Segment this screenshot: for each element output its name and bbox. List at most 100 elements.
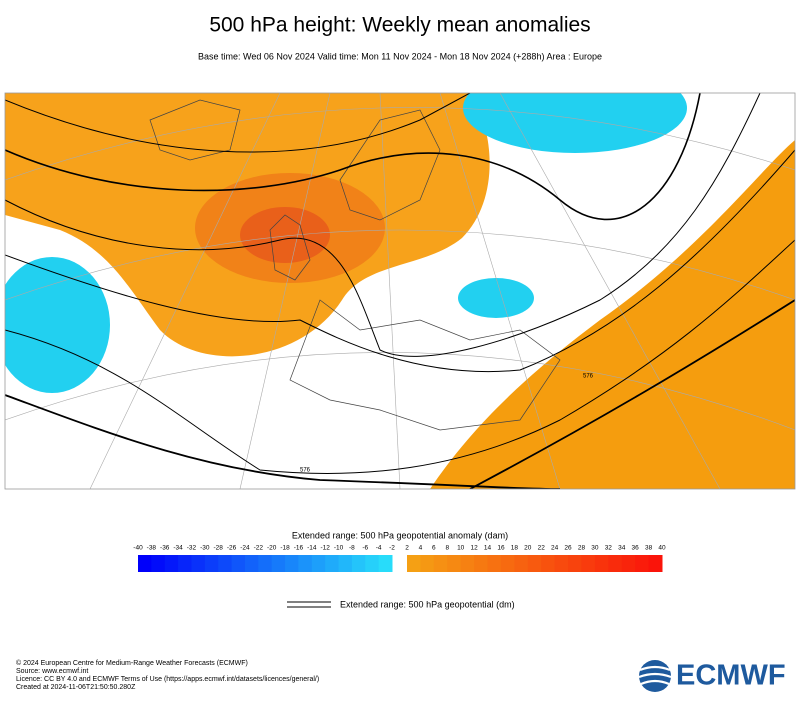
colorbar-tick-label: -22 (254, 545, 264, 552)
colorbar-tick-label: -40 (133, 545, 143, 552)
colorbar-segment (351, 555, 366, 572)
colorbar-tick-label: 30 (591, 545, 599, 552)
colorbar-tick-label: -10 (334, 545, 344, 552)
colorbar-tick-label: -8 (349, 545, 355, 552)
legend-label: Extended range: 500 hPa geopotential (dm… (340, 599, 515, 609)
colorbar-segment (433, 555, 448, 572)
colorbar-segment (407, 555, 421, 572)
colorbar-tick-label: 24 (551, 545, 559, 552)
colorbar-tick-label: -30 (200, 545, 210, 552)
footer-line: Source: www.ecmwf.int (16, 668, 88, 675)
colorbar-tick-label: 2 (405, 545, 409, 552)
colorbar-tick-label: 40 (658, 545, 666, 552)
coastlines (149, 99, 561, 431)
colorbar-tick-label: 14 (484, 545, 492, 552)
colorbar-tick-label: -18 (280, 545, 290, 552)
colorbar-segment (608, 555, 623, 572)
colorbar-tick-label: 36 (632, 545, 640, 552)
colorbar-segment (541, 555, 556, 572)
negative-anomaly (458, 278, 534, 318)
colorbar-tick-label: 32 (605, 545, 613, 552)
colorbar-tick-label: -26 (227, 545, 237, 552)
colorbar-segment (581, 555, 596, 572)
colorbar-segment (138, 555, 152, 572)
colorbar-segment (311, 555, 326, 572)
colorbar-segment (285, 555, 299, 572)
colorbar-segment (231, 555, 246, 572)
colorbar-tick-label: 22 (538, 545, 546, 552)
contour-label: 576 (583, 374, 594, 380)
colorbar-segment (325, 555, 340, 572)
colorbar-segment (298, 555, 313, 572)
colorbar-segment (151, 555, 166, 572)
colorbar-tick-label: 20 (524, 545, 532, 552)
colorbar-tick-label: 8 (445, 545, 449, 552)
colorbar-segment (594, 555, 609, 572)
colorbar-tick-label: -6 (362, 545, 368, 552)
footer-line: © 2024 European Centre for Medium-Range … (16, 659, 248, 667)
colorbar-segment (500, 555, 515, 572)
colorbar-tick-label: 28 (578, 545, 586, 552)
colorbar-tick-label: 16 (497, 545, 505, 552)
colorbar-tick-label: 6 (432, 545, 436, 552)
colorbar-tick-label: -2 (389, 545, 395, 552)
colorbar-tick-label: -24 (240, 545, 250, 552)
colorbar-segment (218, 555, 233, 572)
colorbar-segment (191, 555, 206, 572)
footer-line: Licence: CC BY 4.0 and ECMWF Terms of Us… (16, 676, 319, 683)
colorbar-segment (527, 555, 542, 572)
colorbar-segment (420, 555, 435, 572)
colorbar-tick-label: -12 (320, 545, 330, 552)
colorbar-tick-label: 10 (457, 545, 465, 552)
colorbar-segment (635, 555, 650, 572)
colorbar-segment (258, 555, 273, 572)
negative-anomaly (463, 93, 687, 153)
colorbar-tick-label: 34 (618, 545, 626, 552)
colorbar-segment (178, 555, 192, 572)
map: 576 576 (5, 93, 795, 489)
footer-line: Created at 2024-11-06T21:50:50.280Z (16, 684, 136, 691)
colorbar-tick-label: -20 (267, 545, 277, 552)
colorbar-segment (204, 555, 219, 572)
colorbar-segment (621, 555, 636, 572)
colorbar-segment (568, 555, 582, 572)
colorbar-segment (487, 555, 502, 572)
colorbar-title: Extended range: 500 hPa geopotential ano… (292, 530, 508, 540)
colorbar-tick-label: 12 (470, 545, 478, 552)
positive-anomaly-core (240, 207, 330, 263)
positive-anomaly (430, 140, 795, 489)
colorbar-tick-label: 18 (511, 545, 519, 552)
colorbar-segment (514, 555, 529, 572)
colorbar-tick-label: 4 (419, 545, 423, 552)
colorbar-segment (474, 555, 489, 572)
subtitle: Base time: Wed 06 Nov 2024 Valid time: M… (198, 51, 602, 61)
colorbar-tick-label: -32 (187, 545, 197, 552)
graticule (5, 93, 795, 489)
colorbar-tick-label: -16 (294, 545, 304, 552)
map-frame (4, 92, 796, 490)
logo: ECMWF (638, 660, 786, 692)
colorbar-segment (338, 555, 353, 572)
colorbar-segment (271, 555, 286, 572)
colorbar-tick-label: -38 (147, 545, 157, 552)
colorbar-segment (164, 555, 179, 572)
colorbar-segment (365, 555, 380, 572)
colorbar-tick-label: -14 (307, 545, 317, 552)
colorbar: -40 -38 -36 -34 -32 -30 -28 -26 -24 -22 -20 -18 -16-… (133, 545, 666, 572)
colorbar-tick-label: -34 (173, 545, 183, 552)
logo-text: ECMWF (676, 660, 786, 692)
contour-label: 576 (300, 468, 311, 474)
colorbar-segment (460, 555, 475, 572)
colorbar-segment (554, 555, 569, 572)
colorbar-tick-label: -36 (160, 545, 170, 552)
colorbar-segment (447, 555, 462, 572)
height-contours (5, 93, 795, 489)
title: 500 hPa height: Weekly mean anomalies (209, 14, 590, 37)
colorbar-segment (648, 555, 663, 572)
colorbar-tick-label: -4 (376, 545, 382, 552)
colorbar-segment (378, 555, 393, 572)
colorbar-tick-label: 26 (564, 545, 572, 552)
colorbar-tick-label: 38 (645, 545, 653, 552)
colorbar-segment (244, 555, 259, 572)
